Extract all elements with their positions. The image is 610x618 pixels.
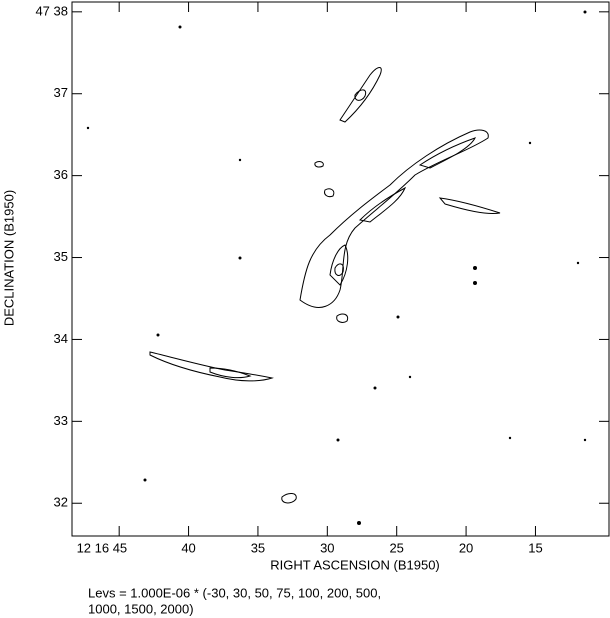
x-tick-label: 25 bbox=[389, 540, 403, 555]
y-tick-label: 32 bbox=[54, 495, 68, 510]
contours bbox=[149, 67, 501, 504]
x-axis-label: RIGHT ASCENSION (B1950) bbox=[270, 557, 440, 572]
y-tick-label: 33 bbox=[54, 413, 68, 428]
x-tick-label: 12 16 45 bbox=[77, 540, 128, 555]
y-tick-label: 37 bbox=[54, 85, 68, 100]
y-tick-label: 35 bbox=[54, 249, 68, 264]
y-tick-label: 36 bbox=[54, 167, 68, 182]
plot-frame bbox=[71, 1, 610, 537]
x-tick-label: 15 bbox=[528, 540, 542, 555]
noise-speckles bbox=[86, 10, 587, 525]
x-tick-label: 20 bbox=[459, 540, 473, 555]
y-tick-label: 34 bbox=[54, 331, 68, 346]
caption-line: Levs = 1.000E-06 * (-30, 30, 50, 75, 100… bbox=[88, 585, 381, 600]
y-tick-label: 47 38 bbox=[35, 3, 68, 18]
x-tick-label: 40 bbox=[181, 540, 195, 555]
x-tick-label: 35 bbox=[251, 540, 265, 555]
y-axis-label: DECLINATION (B1950) bbox=[1, 190, 16, 326]
caption-line: 1000, 1500, 2000) bbox=[88, 601, 194, 616]
x-tick-label: 30 bbox=[320, 540, 334, 555]
